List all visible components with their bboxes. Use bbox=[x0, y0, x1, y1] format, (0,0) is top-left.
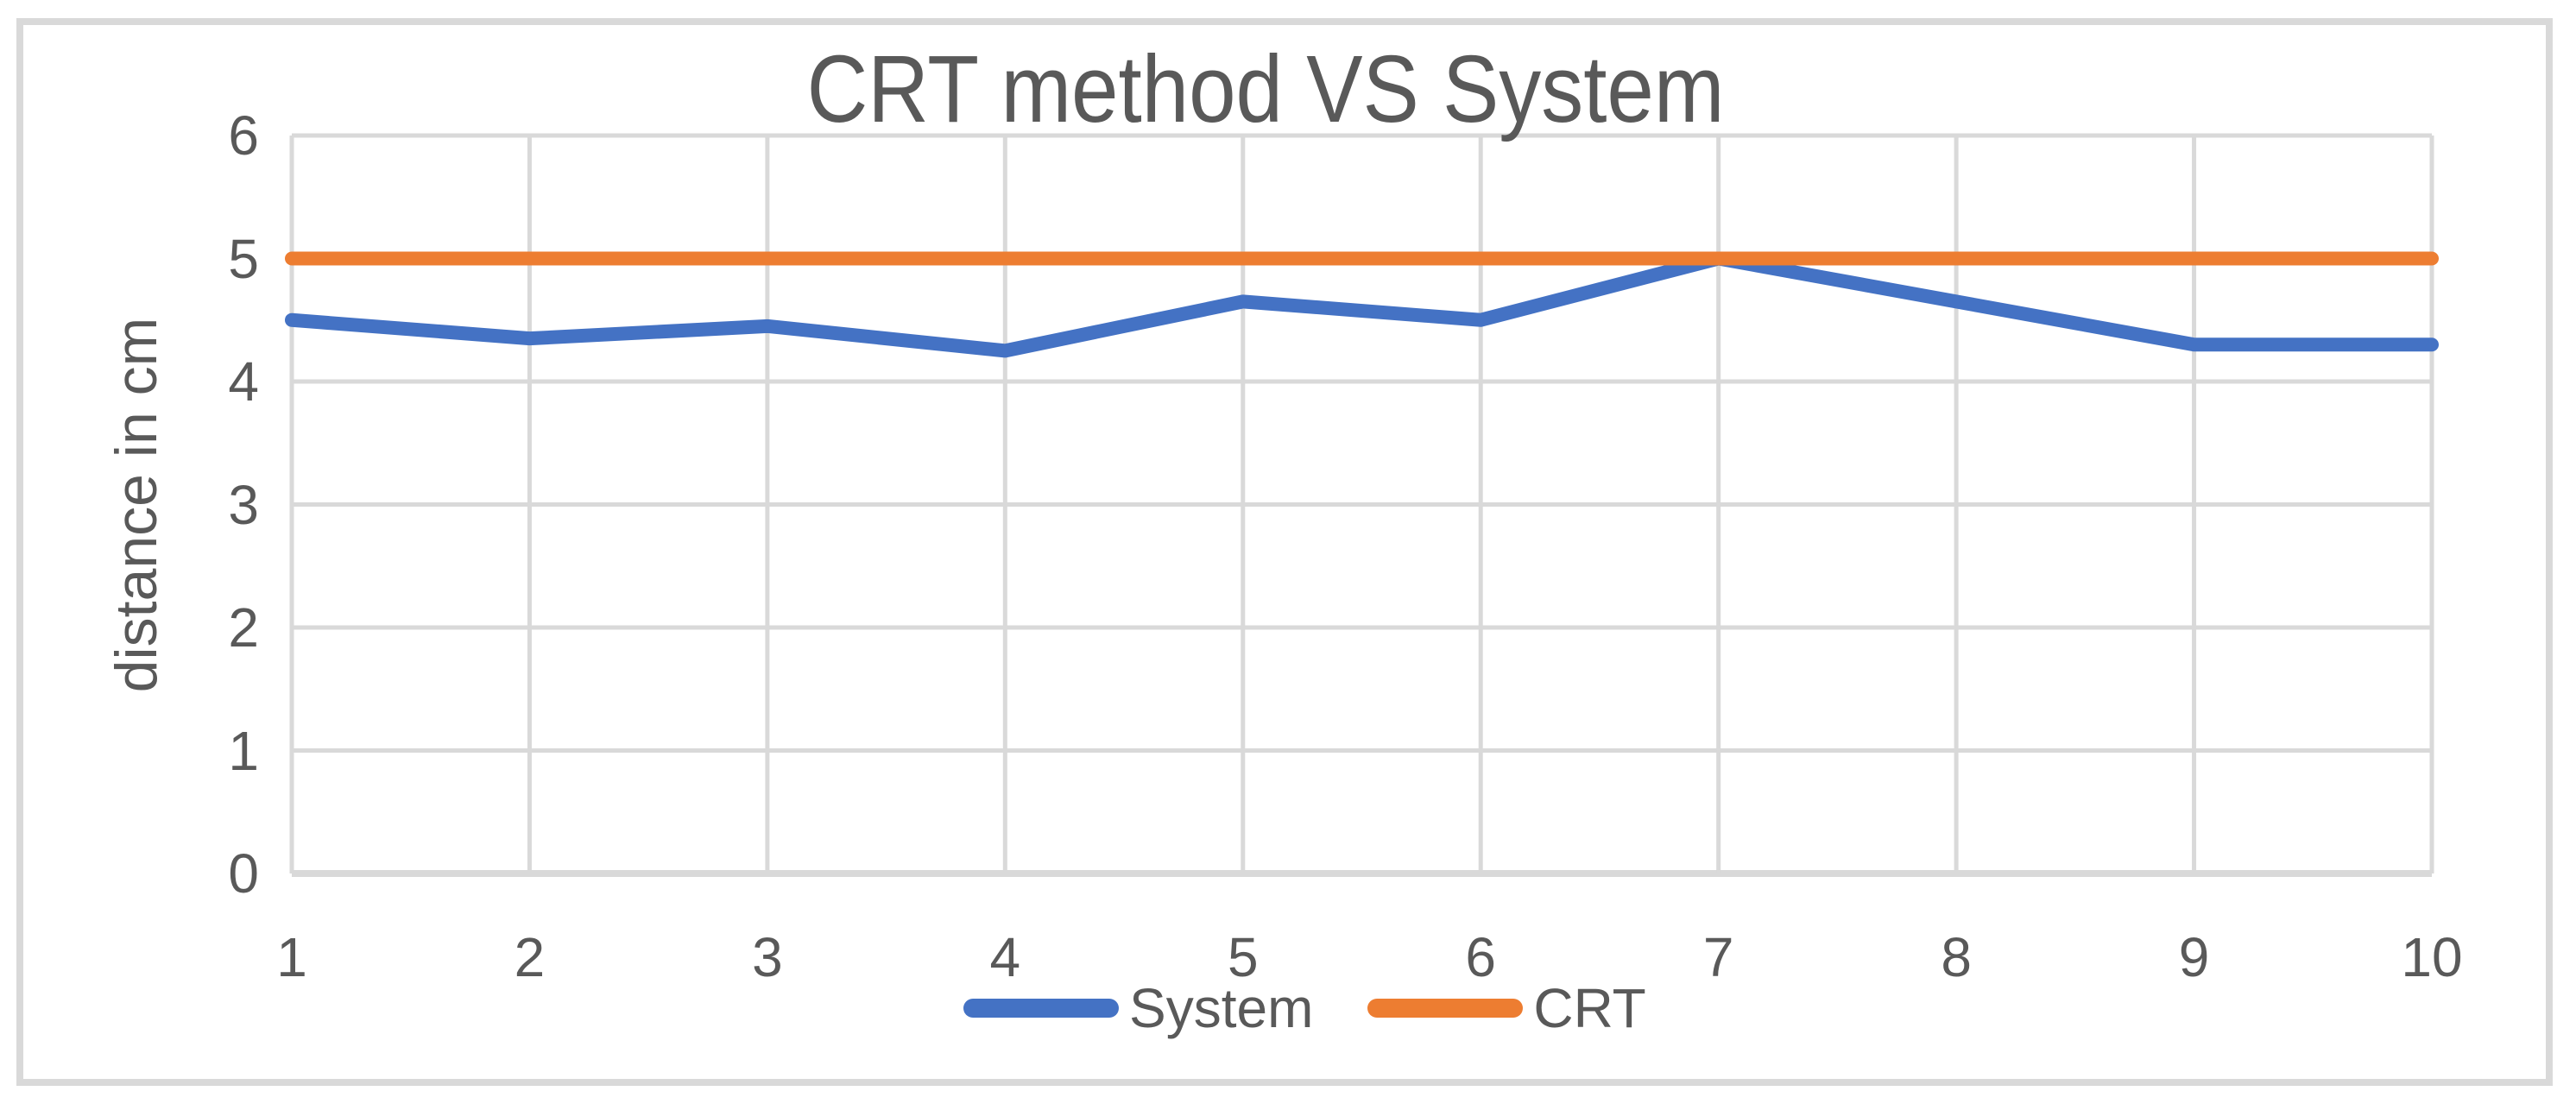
chart-title: CRT method VS System bbox=[806, 36, 1725, 142]
y-tick-label: 2 bbox=[228, 596, 259, 659]
legend: System CRT bbox=[963, 976, 1646, 1040]
x-tick-label: 1 bbox=[276, 926, 307, 988]
x-tick-label: 6 bbox=[1465, 926, 1497, 988]
legend-label-system: System bbox=[1129, 977, 1314, 1039]
x-tick-label: 2 bbox=[514, 926, 546, 988]
y-tick-label: 0 bbox=[228, 842, 259, 905]
x-tick-label: 10 bbox=[2401, 926, 2463, 988]
x-tick-label: 8 bbox=[1941, 926, 1972, 988]
y-tick-label: 1 bbox=[228, 719, 259, 782]
x-tick-label: 9 bbox=[2178, 926, 2210, 988]
series-line-system bbox=[285, 251, 2439, 358]
x-tick-label: 3 bbox=[752, 926, 783, 988]
x-tick-label: 4 bbox=[989, 926, 1021, 988]
legend-label-crt: CRT bbox=[1533, 977, 1646, 1039]
legend-item-crt: CRT bbox=[1367, 976, 1646, 1040]
x-tick-label: 5 bbox=[1227, 926, 1259, 988]
system-series-swatch-icon bbox=[963, 999, 1119, 1018]
legend-item-system: System bbox=[963, 976, 1313, 1040]
y-tick-label: 3 bbox=[228, 473, 259, 536]
crt-series-swatch-icon bbox=[1367, 999, 1524, 1018]
series-lines bbox=[285, 251, 2439, 358]
chart-border-frame bbox=[16, 18, 2553, 1086]
x-tick-label: 7 bbox=[1702, 926, 1734, 988]
y-tick-label: 4 bbox=[228, 350, 259, 413]
gridlines bbox=[289, 133, 2434, 877]
y-tick-label: 6 bbox=[228, 104, 259, 167]
y-tick-label: 5 bbox=[228, 227, 259, 290]
